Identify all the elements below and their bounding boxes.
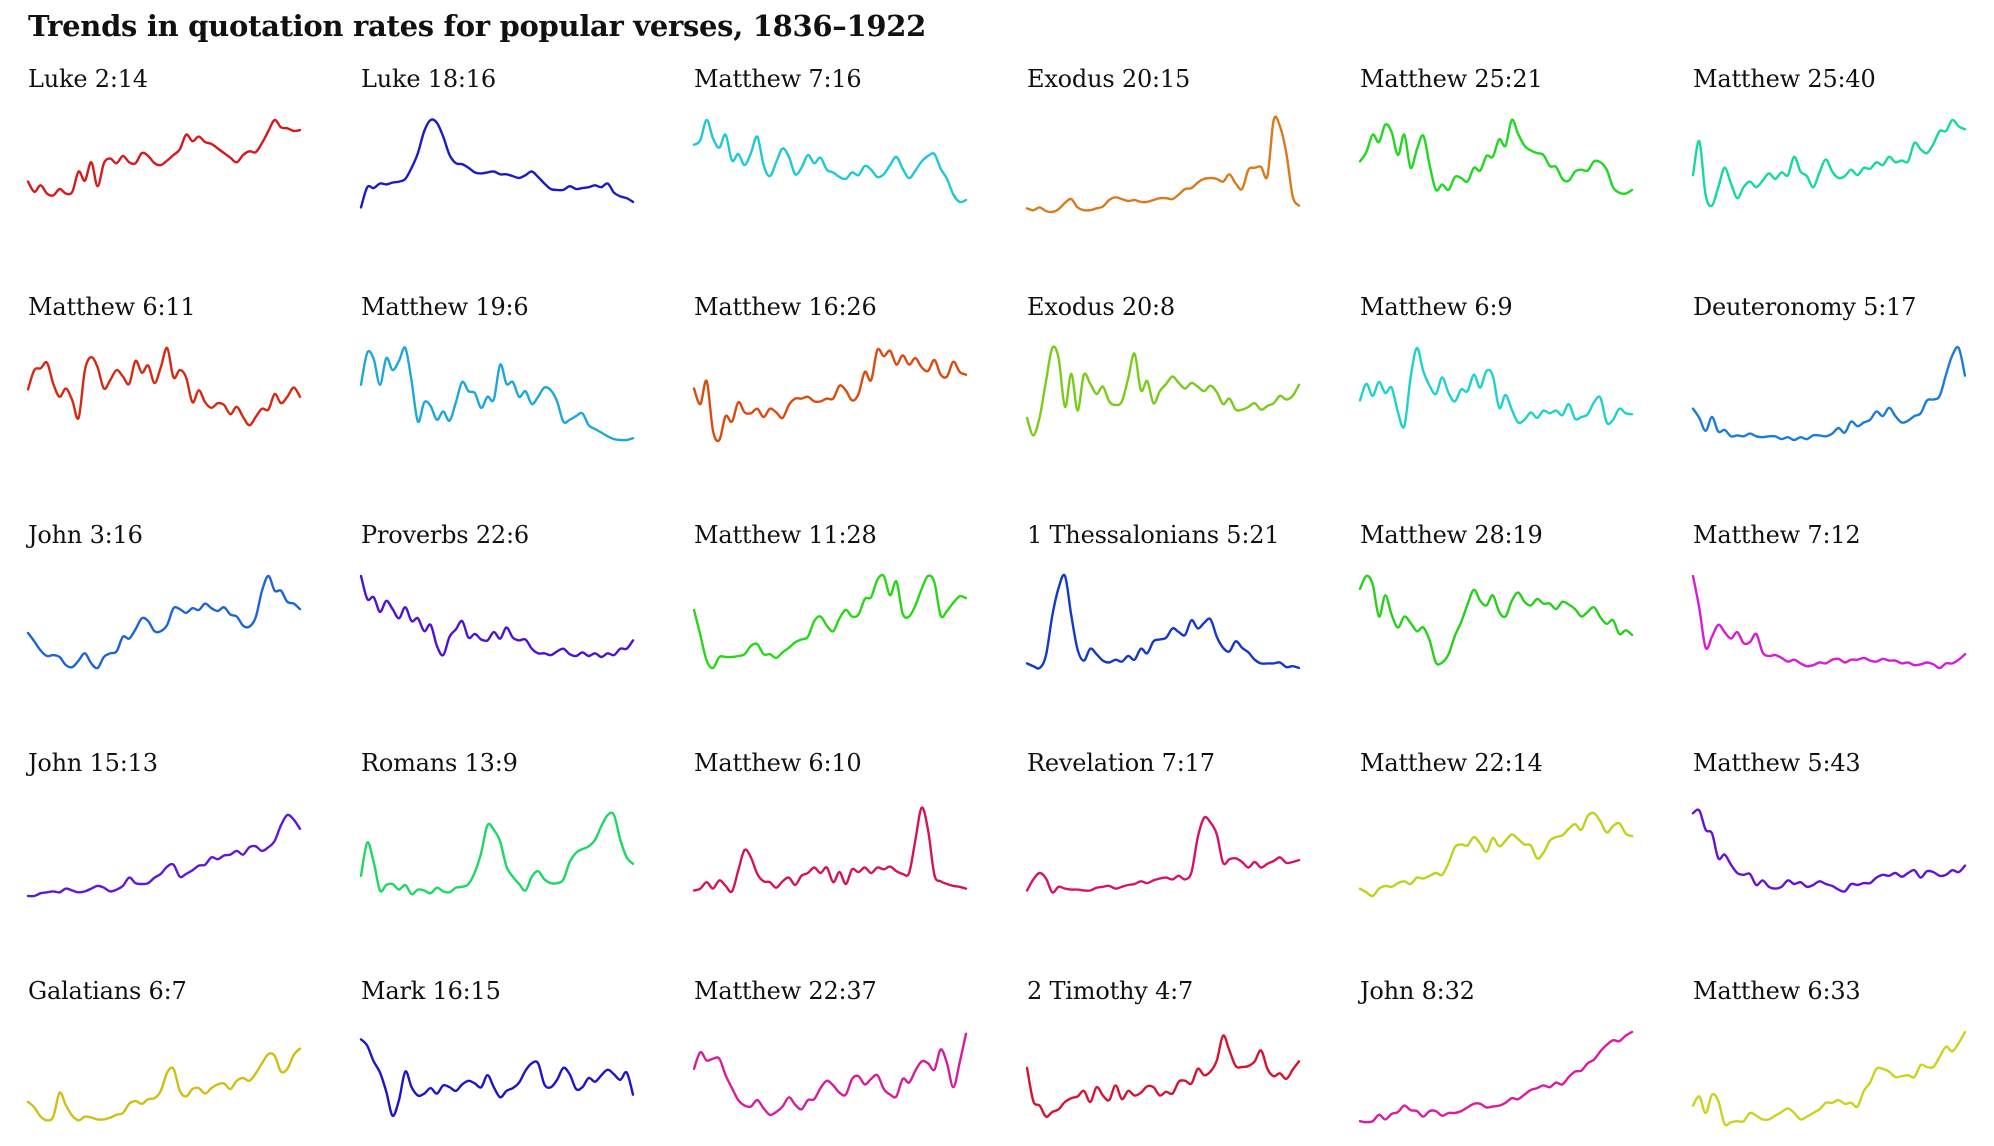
series-line-exodus-20-8 [1025,345,1301,437]
series-line-matthew-22-14 [1358,811,1634,898]
series-line-mark-16-15 [359,1038,635,1117]
series-line-matthew-16-26 [692,347,968,443]
series-line-matthew-19-6 [359,346,635,442]
panel-label-matthew-22-14: Matthew 22:14 [1360,749,1543,777]
series-line-matthew-28-19 [1358,574,1634,666]
panel-label-2-timothy-4-7: 2 Timothy 4:7 [1027,977,1194,1005]
panel-label-matthew-6-10: Matthew 6:10 [694,749,862,777]
panel-label-galatians-6-7: Galatians 6:7 [28,977,187,1005]
panel-label-exodus-20-15: Exodus 20:15 [1027,65,1191,93]
series-line-exodus-20-15 [1025,115,1301,214]
series-line-matthew-6-33 [1691,1030,1967,1127]
series-line-matthew-5-43 [1691,808,1967,893]
panel-label-john-3-16: John 3:16 [28,521,143,549]
series-line-revelation-7-17 [1025,815,1301,894]
series-line-matthew-6-9 [1358,346,1634,429]
panel-label-luke-2-14: Luke 2:14 [28,65,148,93]
panel-label-matthew-25-40: Matthew 25:40 [1693,65,1876,93]
panel-label-matthew-6-11: Matthew 6:11 [28,293,196,321]
panel-label-john-15-13: John 15:13 [28,749,158,777]
series-line-galatians-6-7 [26,1047,302,1122]
series-line-matthew-6-11 [26,346,302,427]
series-line-matthew-22-37 [692,1032,968,1117]
series-line-matthew-7-12 [1691,574,1967,670]
panel-label-revelation-7-17: Revelation 7:17 [1027,749,1215,777]
series-line-john-8-32 [1358,1030,1634,1124]
series-line-2-timothy-4-7 [1025,1034,1301,1118]
panel-label-exodus-20-8: Exodus 20:8 [1027,293,1175,321]
panel-label-matthew-25-21: Matthew 25:21 [1360,65,1543,93]
series-line-john-15-13 [26,813,302,898]
panel-label-matthew-7-12: Matthew 7:12 [1693,521,1861,549]
panel-label-matthew-11-28: Matthew 11:28 [694,521,877,549]
series-line-matthew-11-28 [692,573,968,670]
panel-label-mark-16-15: Mark 16:15 [361,977,501,1005]
panel-label-matthew-28-19: Matthew 28:19 [1360,521,1543,549]
panel-label-romans-13-9: Romans 13:9 [361,749,518,777]
series-line-proverbs-22-6 [359,574,635,659]
panel-label-matthew-6-9: Matthew 6:9 [1360,293,1513,321]
panel-label-1-thessalonians-5-21: 1 Thessalonians 5:21 [1027,521,1280,549]
panel-label-matthew-7-16: Matthew 7:16 [694,65,862,93]
series-line-matthew-6-10 [692,806,968,894]
panel-label-luke-18-16: Luke 18:16 [361,65,496,93]
series-line-john-3-16 [26,574,302,670]
series-line-romans-13-9 [359,811,635,896]
panel-label-matthew-22-37: Matthew 22:37 [694,977,877,1005]
series-line-1-thessalonians-5-21 [1025,573,1301,670]
panel-label-john-8-32: John 8:32 [1360,977,1475,1005]
panel-label-matthew-5-43: Matthew 5:43 [1693,749,1861,777]
chart-title: Trends in quotation rates for popular ve… [28,9,927,43]
panel-label-matthew-6-33: Matthew 6:33 [1693,977,1861,1005]
series-line-luke-2-14 [26,118,302,197]
panel-label-proverbs-22-6: Proverbs 22:6 [361,521,529,549]
panel-label-matthew-19-6: Matthew 19:6 [361,293,529,321]
panel-label-deuteronomy-5-17: Deuteronomy 5:17 [1693,293,1917,321]
series-line-matthew-25-40 [1691,118,1967,208]
series-line-matthew-25-21 [1358,118,1634,196]
series-line-matthew-7-16 [692,118,968,204]
series-line-luke-18-16 [359,118,635,209]
series-line-deuteronomy-5-17 [1691,345,1967,442]
panel-label-matthew-16-26: Matthew 16:26 [694,293,877,321]
